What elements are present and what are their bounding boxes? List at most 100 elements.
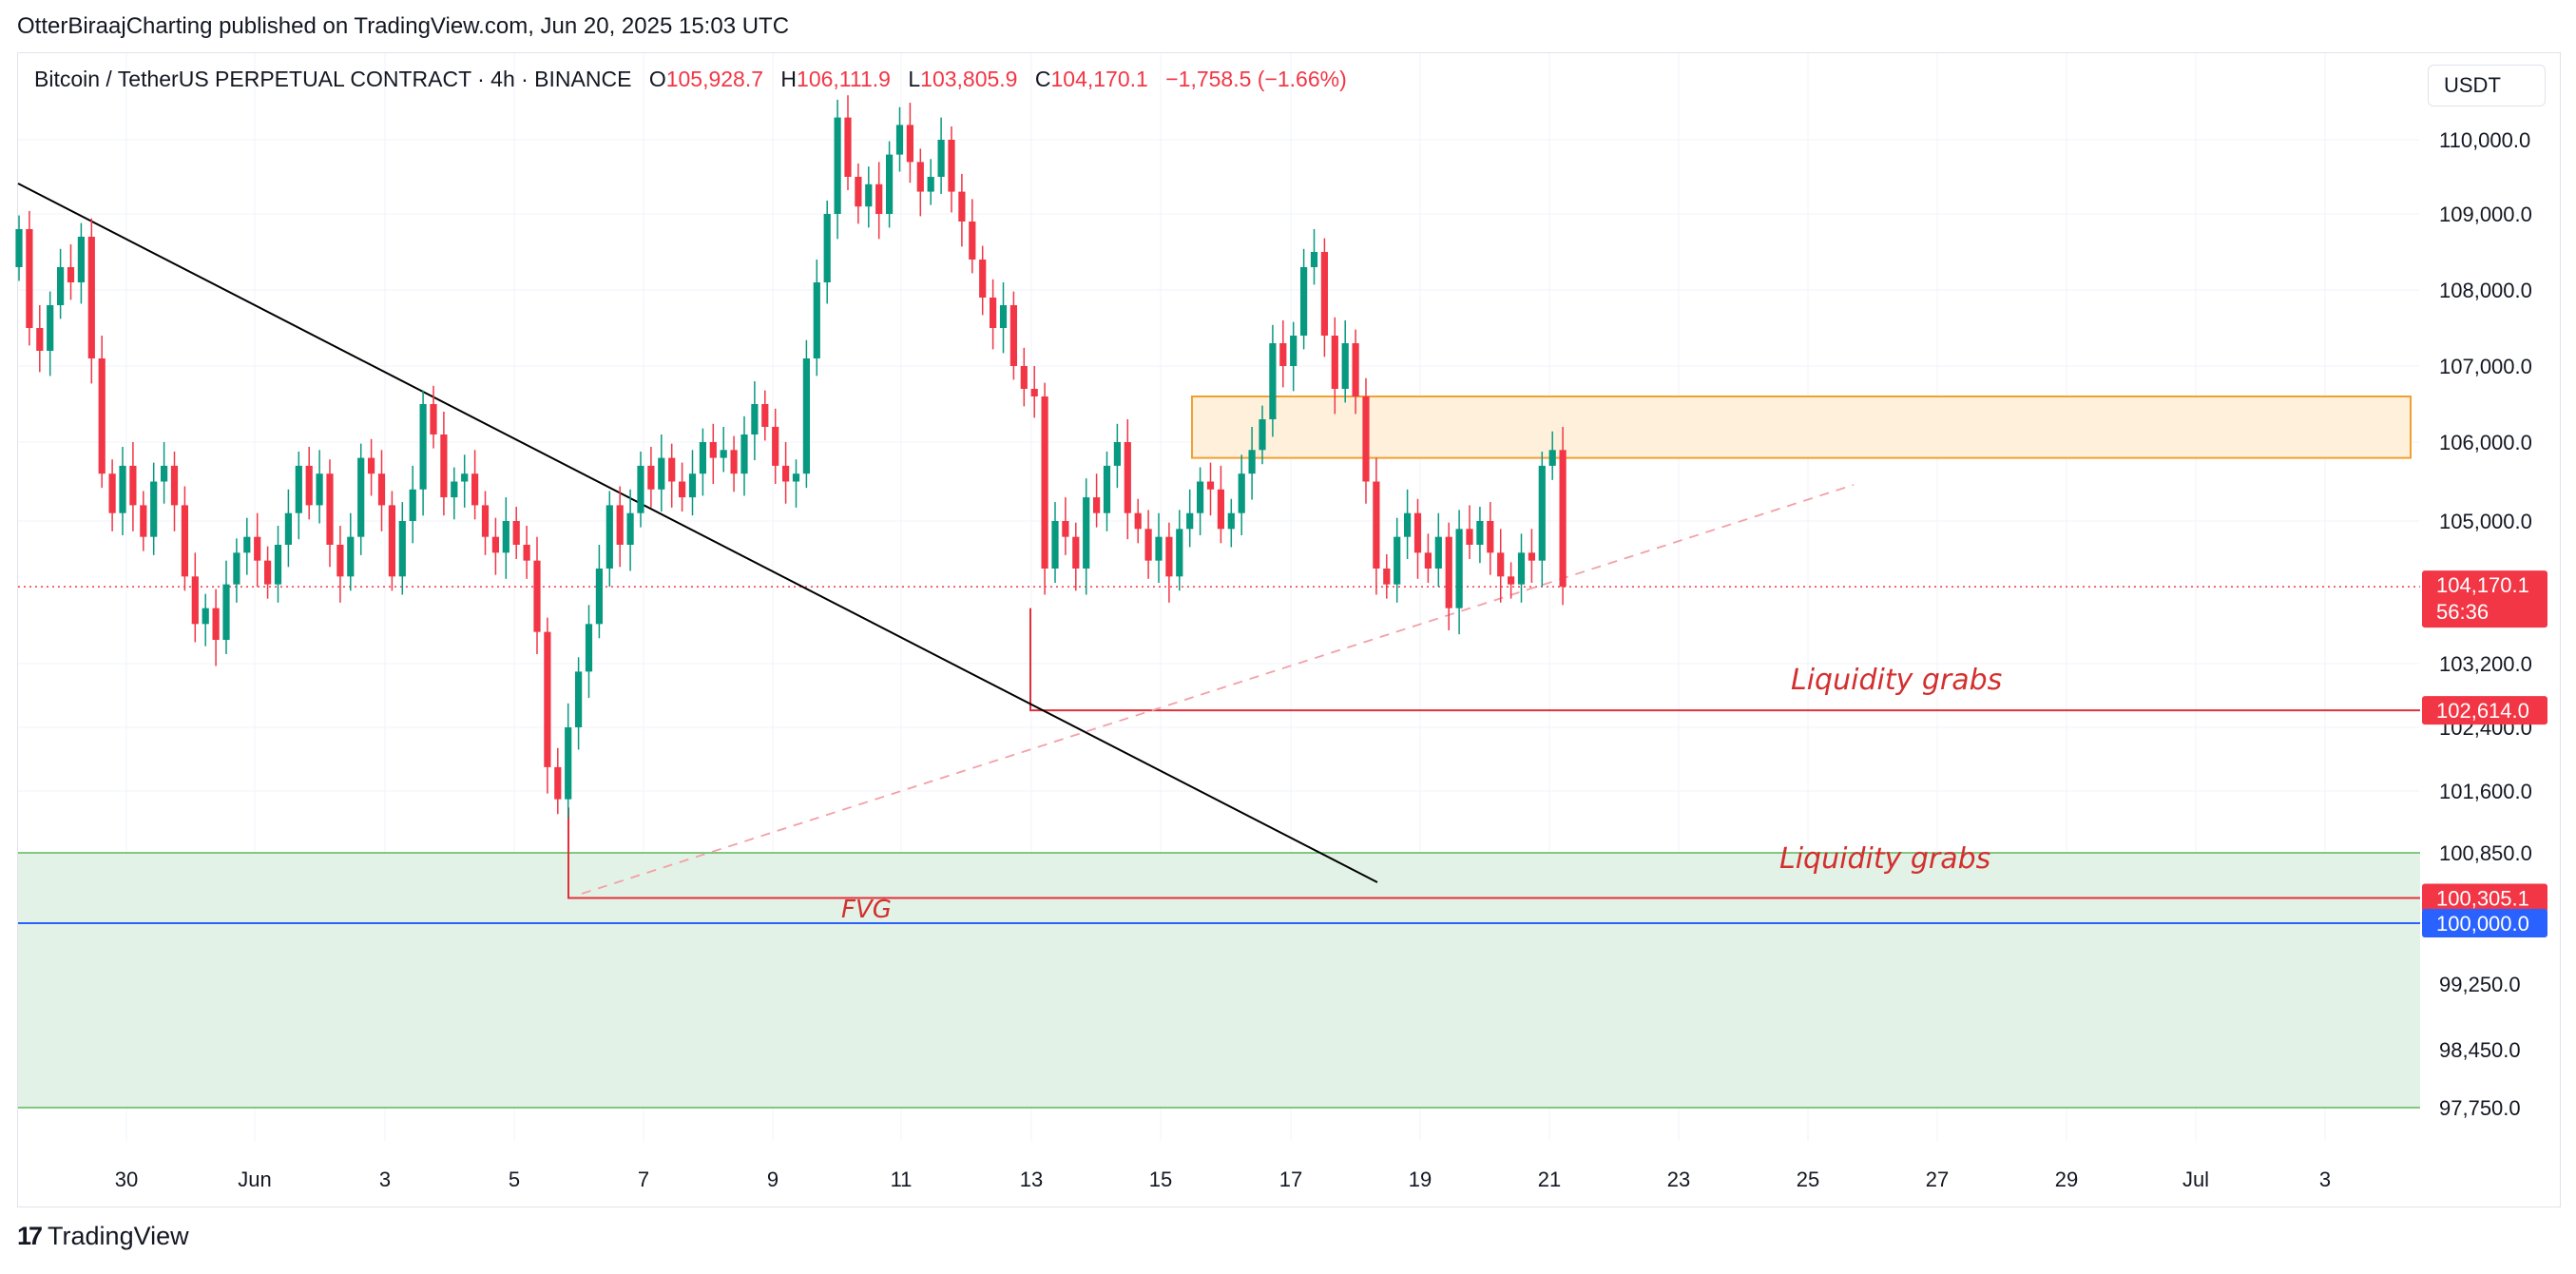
candle-body[interactable]: [191, 576, 199, 625]
candle-body[interactable]: [15, 229, 23, 267]
candle-body[interactable]: [916, 162, 924, 192]
chart-frame[interactable]: [17, 52, 2561, 1207]
candle-body[interactable]: [895, 125, 904, 155]
candle-body[interactable]: [1413, 512, 1422, 553]
candle-body[interactable]: [451, 481, 458, 498]
candle-body[interactable]: [544, 631, 551, 767]
liquidity-line-2[interactable]: [567, 807, 2420, 899]
candle-body[interactable]: [502, 521, 509, 553]
candle-body[interactable]: [1124, 442, 1131, 513]
candle-body[interactable]: [47, 305, 54, 351]
candle-body[interactable]: [481, 505, 490, 537]
candle-body[interactable]: [161, 465, 168, 482]
candle-body[interactable]: [254, 536, 261, 561]
candle-body[interactable]: [170, 465, 179, 506]
candle-body[interactable]: [1259, 419, 1266, 451]
candle-body[interactable]: [1445, 536, 1452, 608]
candle-body[interactable]: [554, 766, 562, 800]
candle-body[interactable]: [295, 465, 302, 513]
candle-body[interactable]: [533, 560, 541, 632]
candle-body[interactable]: [398, 521, 406, 577]
candle-body[interactable]: [222, 584, 230, 640]
candle-body[interactable]: [647, 465, 655, 490]
candle-body[interactable]: [823, 214, 831, 282]
candle-body[interactable]: [658, 457, 665, 490]
candle-body[interactable]: [1466, 529, 1473, 545]
candle-body[interactable]: [875, 183, 883, 214]
candle-body[interactable]: [347, 536, 355, 577]
candle-body[interactable]: [1548, 450, 1556, 466]
candle-body[interactable]: [813, 282, 820, 358]
candle-body[interactable]: [512, 521, 520, 545]
candle-body[interactable]: [440, 434, 448, 498]
candle-body[interactable]: [1083, 497, 1090, 569]
candle-body[interactable]: [140, 505, 147, 537]
candle-body[interactable]: [57, 267, 65, 305]
candle-body[interactable]: [523, 545, 530, 561]
candle-body[interactable]: [1517, 552, 1526, 585]
candle-body[interactable]: [616, 505, 624, 545]
supply-zone[interactable]: [1191, 396, 2412, 459]
candle-body[interactable]: [1424, 552, 1432, 569]
candle-body[interactable]: [595, 569, 603, 625]
candle-body[interactable]: [1030, 389, 1038, 396]
candle-body[interactable]: [751, 404, 759, 434]
candle-body[interactable]: [326, 473, 334, 545]
candle-body[interactable]: [1155, 536, 1163, 561]
candle-body[interactable]: [958, 191, 966, 222]
candle-body[interactable]: [26, 229, 33, 328]
candle-body[interactable]: [233, 552, 240, 585]
candle-body[interactable]: [1331, 336, 1338, 389]
candle-body[interactable]: [430, 404, 437, 434]
ascending-trendline[interactable]: [581, 484, 1855, 895]
candle-body[interactable]: [606, 505, 613, 569]
candle-body[interactable]: [150, 481, 158, 537]
candle-body[interactable]: [585, 624, 593, 672]
candle-body[interactable]: [730, 450, 738, 474]
candle-body[interactable]: [264, 560, 272, 585]
candle-body[interactable]: [1009, 305, 1017, 366]
candle-body[interactable]: [927, 177, 934, 192]
candle-body[interactable]: [274, 545, 282, 585]
candle-body[interactable]: [1041, 396, 1048, 569]
tradingview-brand[interactable]: 17 TradingView: [17, 1222, 189, 1251]
candle-body[interactable]: [491, 536, 499, 553]
candle-body[interactable]: [999, 305, 1008, 328]
candle-body[interactable]: [119, 465, 126, 513]
candle-body[interactable]: [792, 473, 800, 482]
candle-body[interactable]: [316, 473, 323, 506]
currency-selector[interactable]: USDT: [2428, 65, 2546, 106]
candle-body[interactable]: [1238, 473, 1245, 513]
candle-body[interactable]: [36, 328, 44, 351]
candle-body[interactable]: [844, 117, 852, 177]
candle-body[interactable]: [1186, 512, 1194, 530]
candle-body[interactable]: [1455, 529, 1463, 608]
candle-body[interactable]: [368, 457, 375, 474]
candle-body[interactable]: [1206, 481, 1215, 490]
candle-body[interactable]: [1404, 512, 1412, 537]
candle-body[interactable]: [1310, 252, 1318, 267]
candle-body[interactable]: [1362, 396, 1370, 482]
candle-body[interactable]: [709, 442, 717, 458]
candle-body[interactable]: [626, 512, 634, 545]
candle-body[interactable]: [1248, 450, 1256, 474]
candle-body[interactable]: [1341, 343, 1349, 389]
candle-body[interactable]: [1051, 521, 1059, 569]
candle-body[interactable]: [419, 404, 427, 490]
candle-body[interactable]: [637, 465, 644, 513]
candle-body[interactable]: [77, 237, 85, 282]
candle-body[interactable]: [1176, 529, 1183, 577]
candle-body[interactable]: [1103, 465, 1111, 513]
candle-body[interactable]: [1227, 512, 1235, 530]
candle-body[interactable]: [67, 267, 75, 282]
candle-body[interactable]: [1020, 366, 1028, 389]
candle-body[interactable]: [357, 457, 365, 537]
descending-trendline[interactable]: [17, 183, 1378, 883]
candle-body[interactable]: [129, 465, 137, 506]
candle-body[interactable]: [1269, 343, 1277, 419]
candle-body[interactable]: [948, 140, 955, 192]
candle-body[interactable]: [1528, 552, 1535, 561]
candle-body[interactable]: [565, 727, 572, 800]
candle-body[interactable]: [720, 450, 727, 458]
candle-body[interactable]: [937, 140, 945, 177]
